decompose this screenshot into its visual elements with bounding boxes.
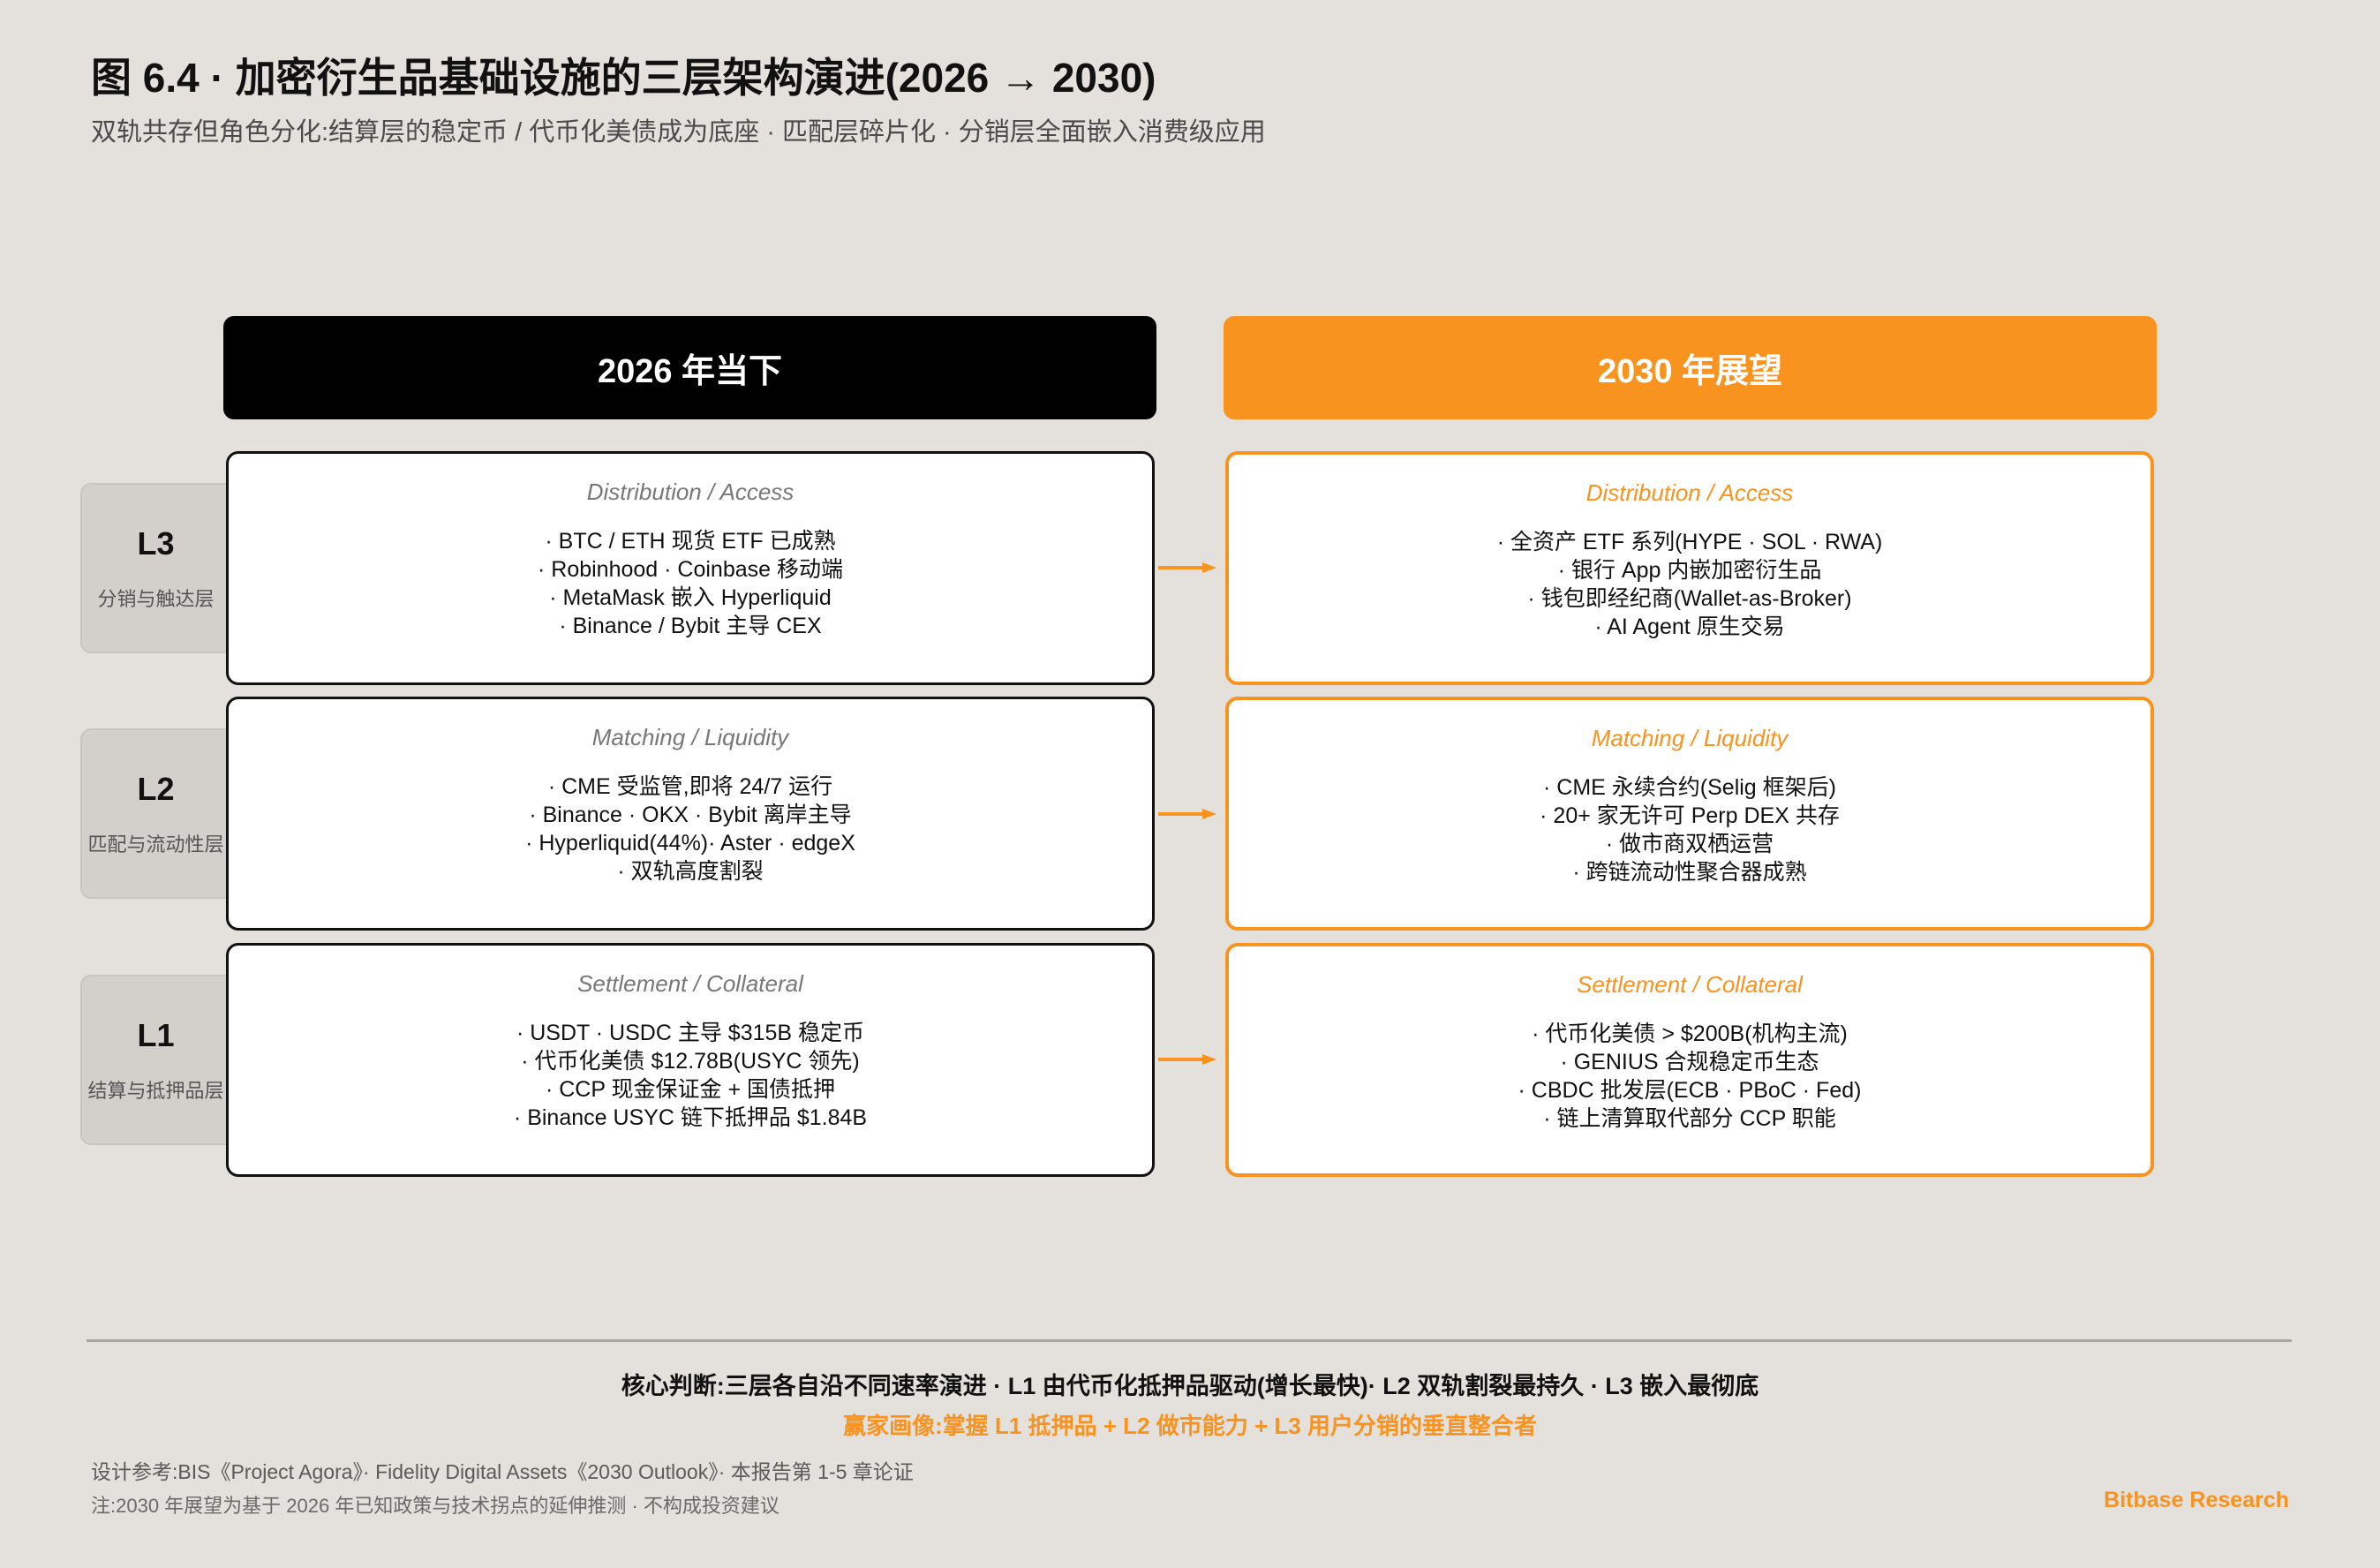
card-l3-now: Distribution / Access · BTC / ETH 现货 ETF …: [226, 451, 1155, 685]
layer-tab-l3: L3 分销与触达层: [80, 483, 248, 653]
layer-label: Settlement / Collateral: [577, 970, 803, 997]
core-judgement: 核心判断:三层各自沿不同速率演进 · L1 由代币化抵押品驱动(增长最快)· L…: [621, 1373, 1759, 1399]
winner-profile: 赢家画像:掌握 L1 抵押品 + L2 做市能力 + L3 用户分销的垂直整合者: [843, 1413, 1537, 1439]
card-item-list: · 代币化美债 > $200B(机构主流) · GENIUS 合规稳定币生态 · C…: [1518, 1020, 1862, 1133]
card-l2-future: Matching / Liquidity · CME 永续合约(Selig 框架后…: [1225, 697, 2154, 931]
layer-label: Distribution / Access: [586, 479, 795, 505]
layer-label: Settlement / Collateral: [1577, 971, 1803, 998]
card-item-list: · CME 永续合约(Selig 框架后) · 20+ 家无许可 Perp DEX…: [1540, 773, 1840, 886]
card-item: · GENIUS 合规稳定币生态: [1560, 1050, 1819, 1074]
card-item: · CME 受监管,即将 24/7 运行: [547, 774, 833, 799]
card-item: · CBDC 批发层(ECB · PBoC · Fed): [1518, 1078, 1862, 1103]
layer-label: Matching / Liquidity: [591, 724, 789, 750]
card-l1-now: Settlement / Collateral · USDT · USDC 主导 …: [226, 943, 1155, 1177]
card-item: · 20+ 家无许可 Perp DEX 共存: [1540, 803, 1840, 828]
card-item: · 银行 App 内嵌加密衍生品: [1557, 558, 1822, 583]
card-l2-now: Matching / Liquidity · CME 受监管,即将 24/7 运行…: [226, 697, 1155, 931]
card-item: · Robinhood · Coinbase 移动端: [538, 557, 843, 582]
disclaimer-note: 注:2030 年展望为基于 2026 年已知政策与技术拐点的延伸推测 · 不构成…: [91, 1495, 780, 1517]
layer-name: 分销与触达层: [97, 588, 215, 610]
card-item: · 代币化美债 $12.78B(USYC 领先): [521, 1049, 860, 1074]
card-item: · 全资产 ETF 系列(HYPE · SOL · RWA): [1496, 530, 1883, 554]
card-item: · CME 永续合约(Selig 框架后): [1543, 775, 1836, 800]
layer-code: L3: [137, 525, 175, 562]
card-l3-future: Distribution / Access · 全资产 ETF 系列(HYPE ·…: [1225, 451, 2154, 685]
design-reference: 设计参考:BIS《Project Agora》· Fidelity Digita…: [91, 1460, 914, 1483]
page-subtitle: 双轨共存但角色分化:结算层的稳定币 / 代币化美债成为底座 · 匹配层碎片化 ·…: [91, 118, 1266, 147]
layer-name: 匹配与流动性层: [87, 833, 224, 856]
layer-label: Matching / Liquidity: [1591, 725, 1789, 751]
brand-label: Bitbase Research: [2104, 1488, 2289, 1512]
divider: [87, 1339, 2292, 1342]
arrow-right-icon: [1158, 562, 1216, 573]
arrow-right-icon: [1158, 809, 1216, 819]
card-item: · CCP 现金保证金 + 国债抵押: [545, 1077, 836, 1102]
layer-code: L2: [137, 771, 175, 807]
card-l1-future: Settlement / Collateral · 代币化美债 > $200B(机…: [1225, 943, 2154, 1177]
card-item: · Binance USYC 链下抵押品 $1.84B: [513, 1105, 868, 1130]
card-item-list: · 全资产 ETF 系列(HYPE · SOL · RWA) · 银行 App 内…: [1497, 528, 1883, 641]
card-item: · 链上清算取代部分 CCP 职能: [1543, 1106, 1836, 1131]
card-item-list: · CME 受监管,即将 24/7 运行 · Binance · OKX · By…: [525, 773, 855, 886]
card-item-list: · BTC / ETH 现货 ETF 已成熟 · Robinhood · Coin…: [538, 527, 843, 640]
card-item: · 钱包即经纪商(Wallet-as-Broker): [1527, 586, 1852, 611]
column-header-2026: 2026 年当下: [223, 316, 1156, 419]
card-item: · 双轨高度割裂: [617, 859, 764, 884]
card-item: · Binance · OKX · Bybit 离岸主导: [529, 803, 852, 827]
card-item: · BTC / ETH 现货 ETF 已成熟: [545, 529, 836, 554]
card-item: · Binance / Bybit 主导 CEX: [559, 614, 822, 638]
page-title: 图 6.4 · 加密衍生品基础设施的三层架构演进(2026 → 2030): [91, 55, 1156, 101]
card-item: · MetaMask 嵌入 Hyperliquid: [549, 585, 832, 610]
column-header-2030: 2030 年展望: [1224, 316, 2157, 419]
card-item: · 跨链流动性聚合器成熟: [1572, 860, 1807, 885]
layer-code: L1: [137, 1017, 175, 1053]
layer-tab-l1: L1 结算与抵押品层: [80, 975, 248, 1145]
layer-label: Distribution / Access: [1585, 479, 1794, 506]
arrow-right-icon: [1158, 1054, 1216, 1065]
card-item: · USDT · USDC 主导 $315B 稳定币: [516, 1021, 865, 1045]
card-item: · 代币化美债 > $200B(机构主流): [1532, 1021, 1848, 1046]
card-item: · 做市商双栖运营: [1605, 832, 1774, 856]
card-item-list: · USDT · USDC 主导 $315B 稳定币 · 代币化美债 $12.78…: [514, 1019, 867, 1132]
card-item: · AI Agent 原生交易: [1594, 614, 1785, 639]
layer-name: 结算与抵押品层: [87, 1080, 224, 1102]
layer-tab-l2: L2 匹配与流动性层: [80, 728, 248, 899]
card-item: · Hyperliquid(44%)· Aster · edgeX: [525, 831, 855, 856]
